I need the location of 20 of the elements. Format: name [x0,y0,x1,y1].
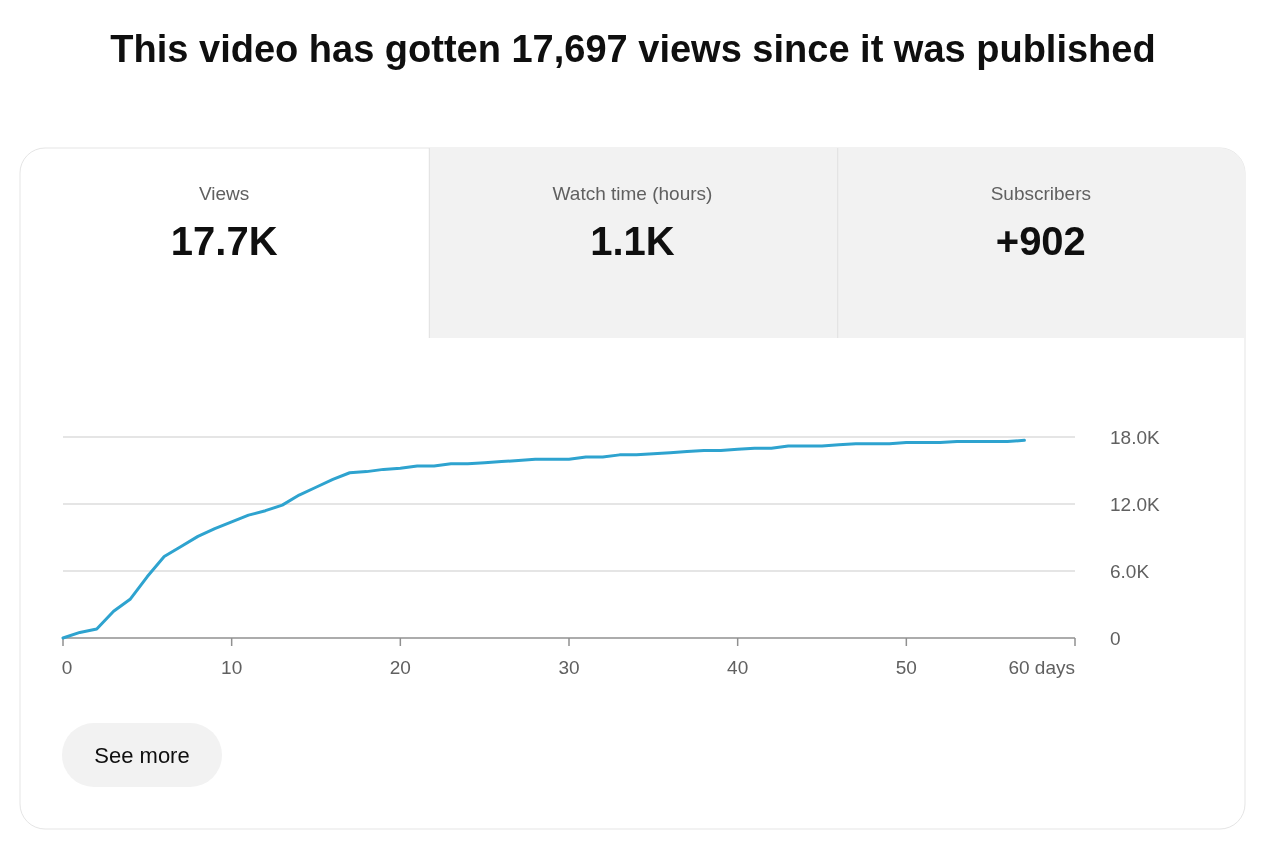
x-tick-label: 60 days [1008,657,1075,678]
text: 17.7K [170,219,278,263]
x-tick-label: 0 [61,657,73,678]
text: 1.1K [590,219,675,263]
y-tick-label: 12.0K [1110,494,1160,515]
chart-title: This video has gotten 17,697 views since it was published [110,28,1156,70]
x-tick-label: 50 [895,657,917,678]
x-tick-label: 30 [558,657,580,678]
y-tick-label: 6.0K [1110,561,1150,582]
x-tick-label: 10 [221,657,243,678]
text: +902 [995,219,1086,263]
text: Watch time (hours) [552,183,713,204]
x-tick-label: 20 [389,657,411,678]
text: Views [198,183,250,204]
x-tick-label: 40 [727,657,749,678]
line-series [61,438,1026,640]
text: Subscribers [990,183,1091,204]
text: See more [94,743,190,768]
y-tick-label: 18.0K [1110,427,1160,448]
y-tick-label: 0 [1110,628,1121,649]
